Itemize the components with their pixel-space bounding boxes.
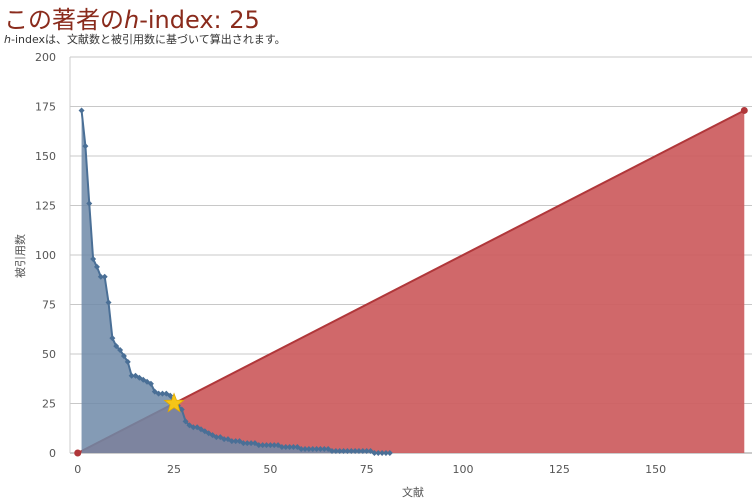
title-prefix: この著者の bbox=[4, 6, 124, 34]
citation-point bbox=[232, 438, 239, 445]
y-tick-label: 0 bbox=[49, 447, 56, 460]
x-tick-label: 50 bbox=[263, 463, 277, 476]
citation-point bbox=[382, 450, 389, 456]
citation-point bbox=[128, 372, 135, 379]
citation-point bbox=[167, 392, 174, 399]
citation-point bbox=[109, 335, 116, 342]
citation-point bbox=[190, 424, 197, 431]
citation-point bbox=[259, 442, 266, 449]
y-tick-label: 125 bbox=[35, 200, 56, 213]
citation-point bbox=[240, 440, 247, 447]
x-tick-label: 100 bbox=[453, 463, 474, 476]
y-tick-label: 200 bbox=[35, 51, 56, 64]
citation-point bbox=[386, 450, 393, 456]
citation-point bbox=[244, 440, 251, 447]
citation-point bbox=[105, 299, 112, 306]
h-index-star-icon bbox=[163, 392, 185, 413]
citation-point bbox=[82, 143, 89, 150]
x-tick-label: 150 bbox=[645, 463, 666, 476]
page-subtitle: h-indexは、文献数と被引用数に基づいて算出されます。 bbox=[4, 31, 286, 47]
citation-point bbox=[313, 446, 320, 453]
citation-point bbox=[336, 448, 343, 455]
citation-point bbox=[286, 444, 293, 451]
y-tick-label: 25 bbox=[42, 398, 56, 411]
marker-layer bbox=[74, 106, 748, 457]
citation-point bbox=[302, 446, 309, 453]
diagonal-start-point bbox=[74, 449, 82, 457]
y-tick-label: 150 bbox=[35, 150, 56, 163]
x-tick-label: 25 bbox=[167, 463, 181, 476]
citation-point bbox=[182, 418, 189, 425]
citation-point bbox=[340, 448, 347, 455]
citation-point bbox=[282, 444, 289, 451]
citation-point bbox=[363, 448, 370, 455]
citation-point bbox=[263, 442, 270, 449]
citation-point bbox=[93, 263, 100, 270]
subtitle-h: h bbox=[4, 33, 11, 46]
citation-point bbox=[344, 448, 351, 455]
citation-point bbox=[113, 343, 120, 350]
citation-point bbox=[321, 446, 328, 453]
citation-point bbox=[290, 444, 297, 451]
y-tick-label: 100 bbox=[35, 249, 56, 262]
citation-point bbox=[248, 440, 255, 447]
page-title: この著者のh-index: 25 bbox=[4, 0, 260, 35]
citation-point bbox=[159, 390, 166, 397]
y-tick-label: 175 bbox=[35, 101, 56, 114]
citation-point bbox=[267, 442, 274, 449]
citation-point bbox=[278, 444, 285, 451]
citation-point bbox=[97, 273, 104, 280]
title-h: h bbox=[124, 6, 140, 34]
title-rest: -index: 25 bbox=[139, 6, 260, 34]
citation-point bbox=[329, 448, 336, 455]
citation-point bbox=[213, 434, 220, 441]
citation-point bbox=[147, 380, 154, 387]
citation-point bbox=[305, 446, 312, 453]
x-tick-label: 125 bbox=[549, 463, 570, 476]
citation-point bbox=[375, 450, 382, 456]
diagonal-line bbox=[77, 109, 745, 454]
citation-point bbox=[78, 107, 85, 114]
y-axis-label: 被引用数 bbox=[13, 234, 27, 278]
citation-point bbox=[348, 448, 355, 455]
citation-point bbox=[117, 347, 124, 354]
citation-point bbox=[221, 436, 228, 443]
citation-point bbox=[155, 390, 162, 397]
citation-point bbox=[124, 358, 131, 365]
subtitle-rest: -indexは、文献数と被引用数に基づいて算出されます。 bbox=[10, 33, 286, 46]
citation-point bbox=[309, 446, 316, 453]
y-tick-label: 50 bbox=[42, 348, 56, 361]
citation-point bbox=[178, 406, 185, 413]
citation-point bbox=[359, 448, 366, 455]
x-axis-label: 文献 bbox=[402, 485, 424, 499]
citation-point bbox=[379, 450, 386, 456]
citation-point bbox=[120, 352, 127, 359]
citation-point bbox=[271, 442, 278, 449]
citation-point bbox=[255, 442, 262, 449]
y-tick-label: 75 bbox=[42, 299, 56, 312]
x-tick-label: 0 bbox=[74, 463, 81, 476]
citation-point bbox=[317, 446, 324, 453]
diagonal-end-point bbox=[740, 106, 748, 114]
citation-point bbox=[228, 438, 235, 445]
citation-point bbox=[298, 446, 305, 453]
citation-point bbox=[371, 450, 378, 456]
citation-point bbox=[90, 255, 97, 262]
citation-point bbox=[332, 448, 339, 455]
citation-point bbox=[355, 448, 362, 455]
citation-point bbox=[101, 273, 108, 280]
citation-point bbox=[352, 448, 359, 455]
axis-layer: 0 25 50 75 100 125 150 175 200 0 25 50 75 100 125 150 bbox=[35, 51, 666, 476]
citation-point bbox=[86, 200, 93, 207]
x-tick-label: 75 bbox=[360, 463, 374, 476]
citations-area bbox=[81, 110, 390, 454]
